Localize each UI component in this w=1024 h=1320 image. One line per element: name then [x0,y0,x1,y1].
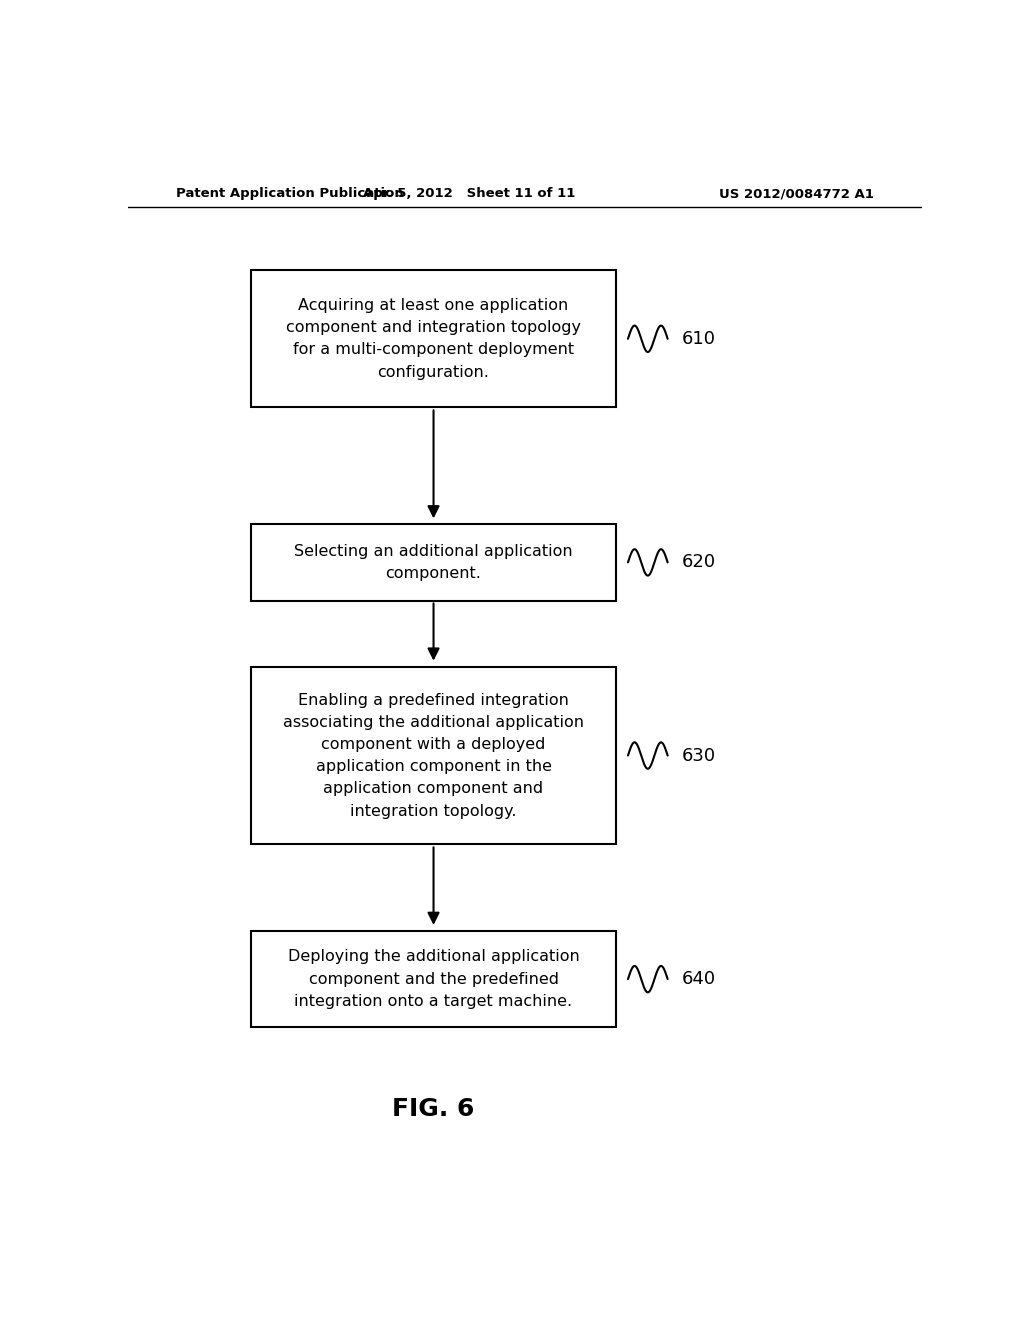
Text: 640: 640 [682,970,716,989]
Bar [251,931,616,1027]
Text: Apr. 5, 2012   Sheet 11 of 11: Apr. 5, 2012 Sheet 11 of 11 [364,187,575,201]
Text: FIG. 6: FIG. 6 [392,1097,475,1121]
Text: US 2012/0084772 A1: US 2012/0084772 A1 [719,187,873,201]
Text: 610: 610 [682,330,716,347]
Text: Deploying the additional application
component and the predefined
integration on: Deploying the additional application com… [288,949,580,1008]
Text: 630: 630 [682,747,716,764]
Text: Patent Application Publication: Patent Application Publication [176,187,403,201]
Text: Selecting an additional application
component.: Selecting an additional application comp… [294,544,572,581]
Text: 620: 620 [682,553,716,572]
Bar [251,271,616,408]
Text: Acquiring at least one application
component and integration topology
for a mult: Acquiring at least one application compo… [286,298,581,380]
Bar [251,667,616,845]
Text: Enabling a predefined integration
associating the additional application
compone: Enabling a predefined integration associ… [283,693,584,818]
Bar [251,524,616,601]
